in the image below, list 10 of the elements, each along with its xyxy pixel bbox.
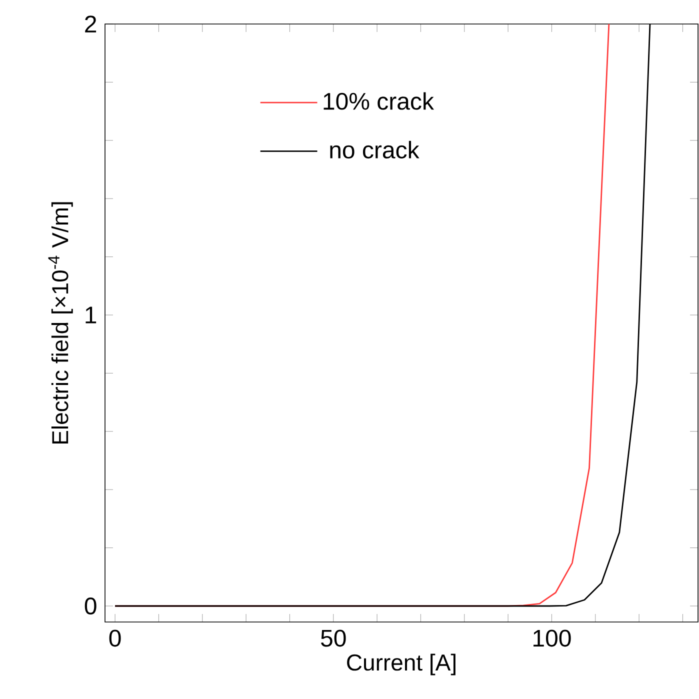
y-tick-label: 1 bbox=[86, 306, 96, 324]
x-axis-title: Current [A] bbox=[347, 654, 456, 676]
legend-label: 10% crack bbox=[324, 92, 434, 110]
y-tick-label: 0 bbox=[84, 598, 96, 614]
x-tick-label: 0 bbox=[109, 630, 121, 647]
x-tick-label: 50 bbox=[321, 630, 346, 647]
y-axis-title: Electric field [×10$^{-4}$ V/m] bbox=[48, 202, 73, 444]
legend-label: no crack bbox=[330, 140, 420, 158]
x-tick-label: 100 bbox=[534, 630, 571, 647]
y-tick-label: 2 bbox=[85, 16, 96, 32]
